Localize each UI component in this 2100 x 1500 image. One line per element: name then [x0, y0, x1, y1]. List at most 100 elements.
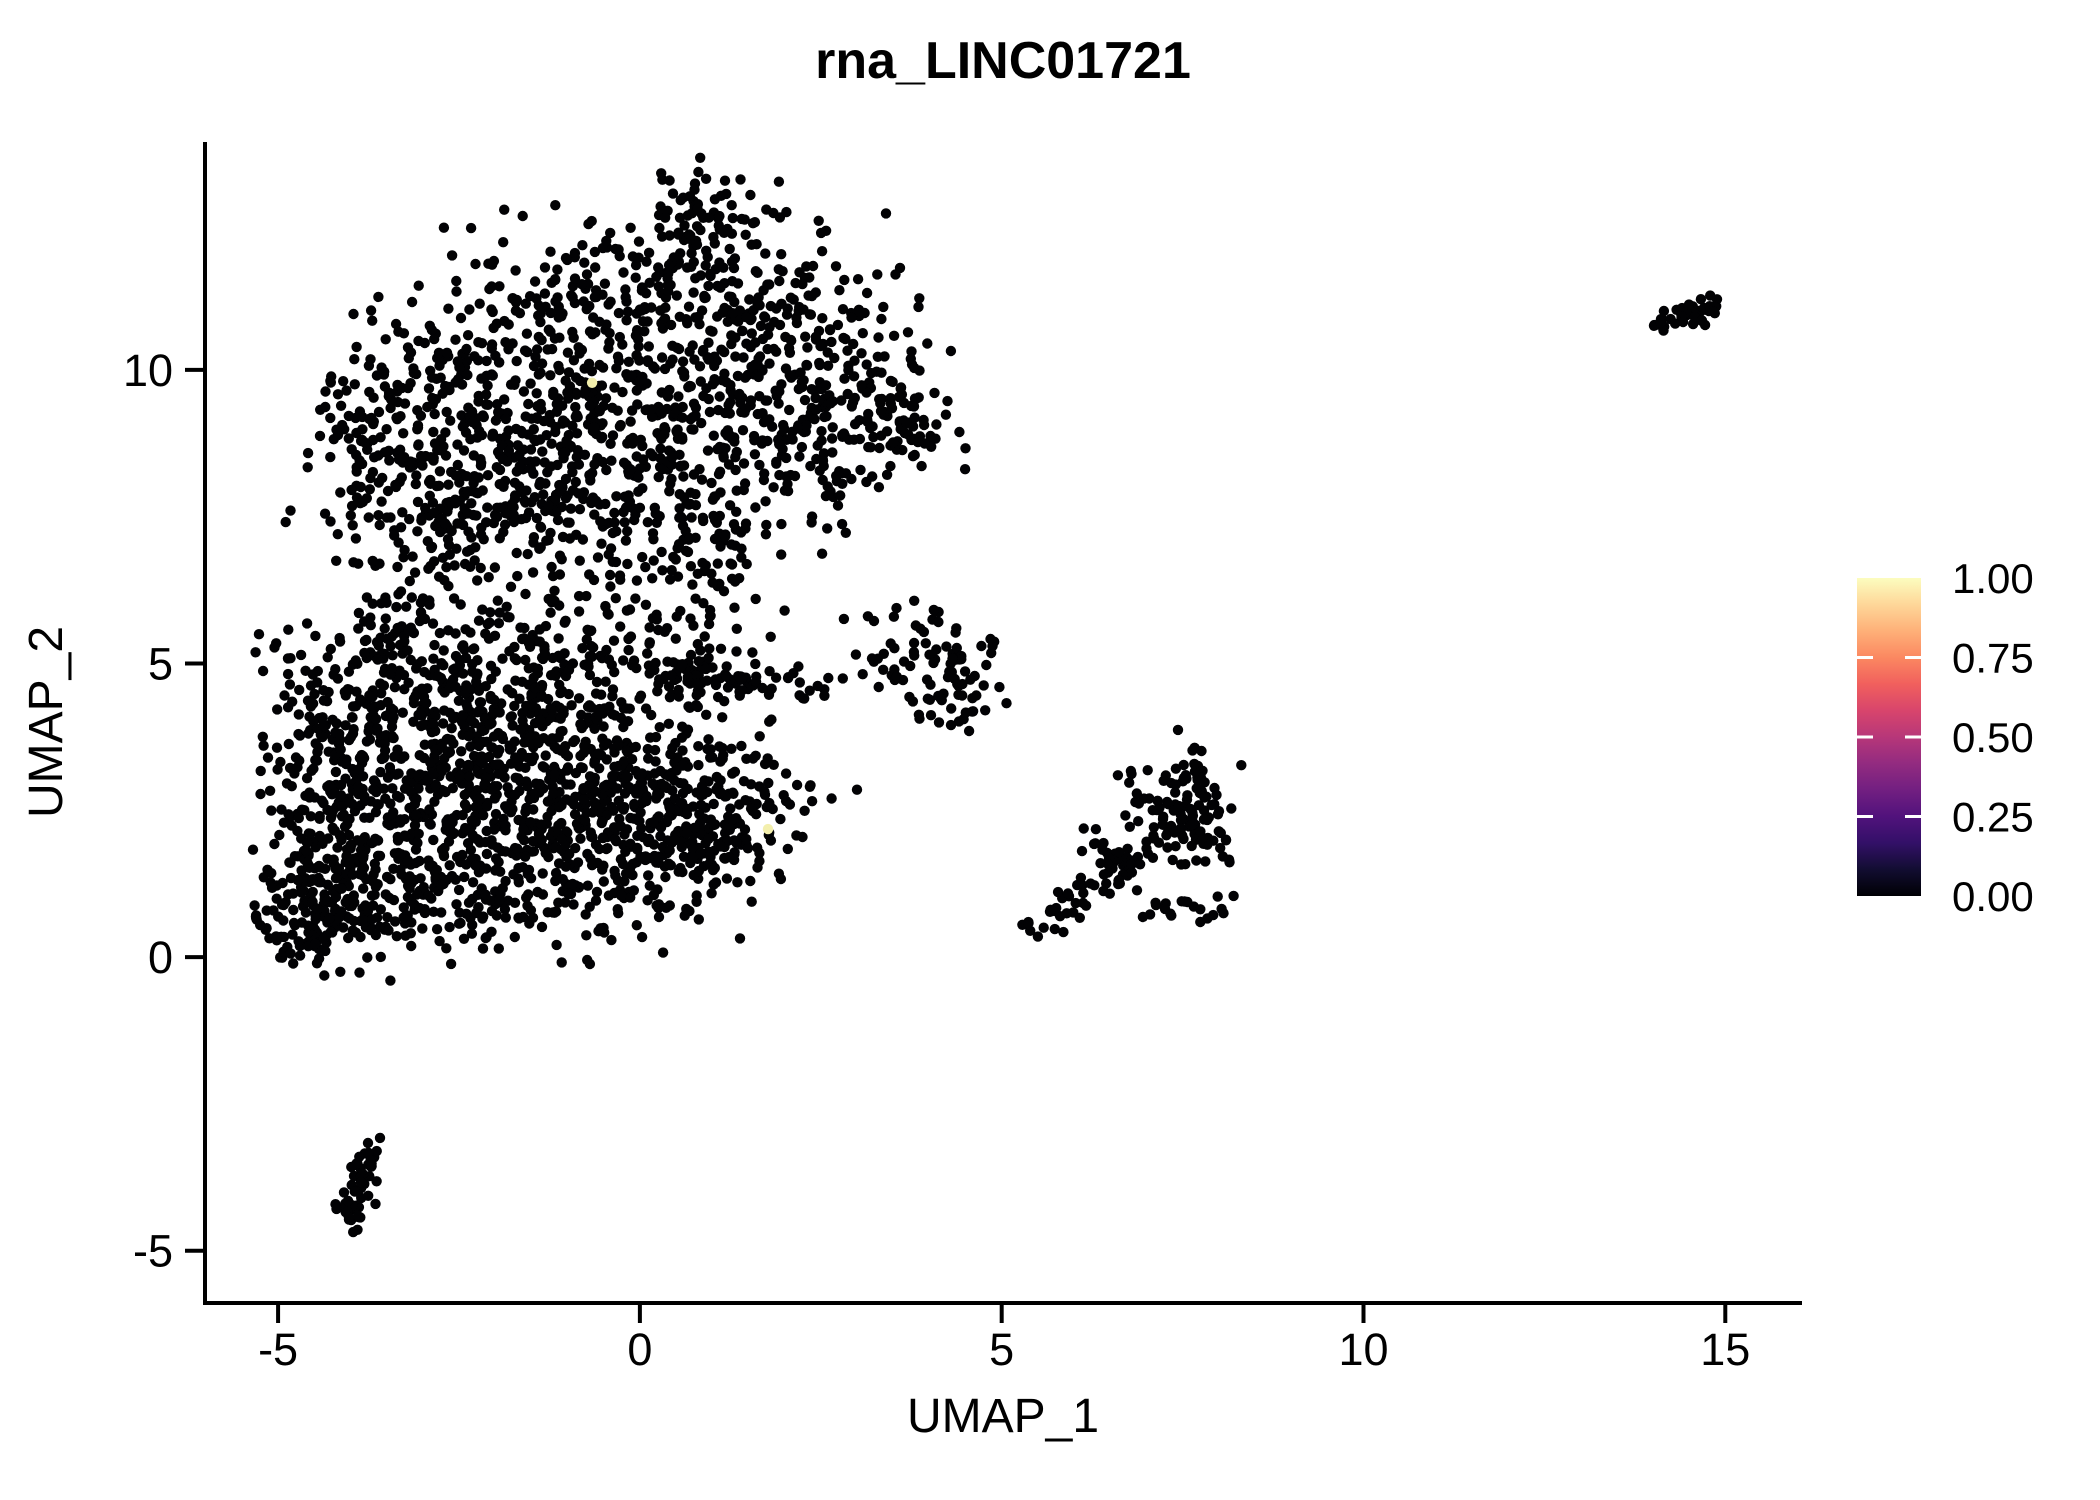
- data-point: [671, 611, 682, 622]
- data-point: [956, 654, 967, 665]
- data-point: [509, 493, 521, 504]
- data-point: [395, 586, 407, 597]
- data-point: [573, 590, 585, 602]
- data-point: [450, 498, 461, 509]
- data-point: [763, 777, 774, 789]
- data-point: [257, 731, 268, 742]
- data-point: [555, 713, 566, 724]
- data-point: [343, 666, 355, 677]
- data-point: [514, 449, 525, 460]
- data-point: [539, 648, 551, 660]
- data-point: [493, 943, 504, 954]
- data-point: [473, 396, 484, 407]
- data-point: [1191, 855, 1202, 866]
- data-point: [464, 771, 475, 782]
- data-point: [462, 702, 473, 713]
- data-point: [660, 670, 671, 682]
- data-point: [850, 649, 862, 660]
- data-point: [535, 522, 547, 533]
- data-point: [782, 843, 793, 855]
- data-point: [485, 693, 496, 704]
- data-point: [754, 459, 765, 471]
- data-point: [675, 511, 686, 522]
- data-point: [741, 312, 752, 323]
- data-point: [600, 393, 612, 404]
- data-point: [624, 604, 636, 615]
- data-point: [744, 294, 755, 305]
- data-point: [908, 637, 920, 649]
- data-point: [445, 818, 456, 830]
- data-point: [486, 281, 497, 292]
- data-point: [704, 643, 715, 654]
- data-point: [596, 816, 608, 827]
- data-point: [560, 447, 571, 458]
- data-point: [731, 446, 742, 458]
- data-point: [332, 529, 343, 540]
- data-point: [509, 736, 520, 747]
- data-point: [546, 597, 557, 608]
- y-axis-title: UMAP_2: [20, 626, 73, 818]
- data-point: [572, 857, 584, 868]
- data-point: [670, 633, 681, 644]
- data-point: [553, 360, 564, 372]
- data-point: [723, 459, 735, 470]
- data-point: [444, 860, 455, 871]
- data-point: [444, 549, 455, 560]
- data-point: [322, 895, 333, 906]
- data-point: [279, 690, 290, 701]
- data-point: [641, 256, 652, 267]
- data-point: [1124, 821, 1136, 832]
- data-point: [509, 477, 521, 488]
- data-point: [296, 804, 308, 815]
- data-point: [440, 762, 451, 773]
- data-point: [512, 570, 523, 582]
- data-point: [387, 650, 398, 661]
- data-point: [412, 526, 423, 537]
- data-point: [617, 386, 628, 398]
- data-point: [399, 814, 410, 825]
- data-point: [673, 684, 684, 696]
- data-point: [328, 824, 339, 835]
- data-point: [312, 677, 323, 688]
- data-point: [424, 804, 435, 815]
- data-point: [673, 391, 684, 402]
- data-point: [800, 331, 811, 342]
- data-point: [815, 227, 827, 239]
- data-point: [731, 506, 742, 517]
- data-point: [700, 260, 711, 271]
- data-point: [319, 970, 330, 981]
- data-point: [450, 650, 462, 662]
- data-point: [615, 854, 627, 865]
- data-point: [692, 568, 703, 579]
- data-point: [760, 529, 772, 540]
- data-point: [489, 562, 501, 573]
- data-point: [1153, 837, 1165, 848]
- data-point: [589, 509, 600, 520]
- data-point: [442, 534, 454, 545]
- data-point: [609, 382, 620, 393]
- data-point: [635, 807, 646, 818]
- data-point: [581, 304, 592, 315]
- data-point: [542, 811, 553, 822]
- data-point: [931, 419, 942, 430]
- data-point: [678, 851, 690, 862]
- data-point: [613, 908, 624, 919]
- data-point: [473, 337, 484, 348]
- data-point: [573, 693, 585, 704]
- data-point: [591, 676, 603, 688]
- data-point: [537, 868, 548, 879]
- data-point: [731, 485, 742, 496]
- data-point: [651, 614, 662, 625]
- data-point: [735, 527, 747, 538]
- data-point: [410, 809, 421, 821]
- data-point: [940, 409, 952, 420]
- data-point: [399, 684, 410, 695]
- data-point: [643, 870, 654, 881]
- data-point: [547, 652, 558, 664]
- data-point: [575, 719, 586, 730]
- data-point: [692, 203, 703, 214]
- data-point: [873, 482, 885, 493]
- data-point: [629, 798, 640, 810]
- data-point: [328, 434, 339, 445]
- data-point: [395, 444, 406, 455]
